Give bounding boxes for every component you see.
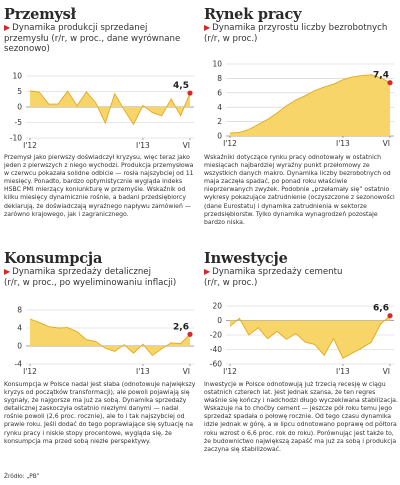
series-area xyxy=(230,74,390,136)
series-line xyxy=(229,74,391,134)
end-value-label: 6,6 xyxy=(373,304,389,314)
end-marker xyxy=(387,313,393,319)
end-marker xyxy=(187,331,193,337)
panel-subtitle: ▶ Dynamika przyrostu liczby bezrobotnych … xyxy=(204,23,400,44)
x-tick-label: I'12 xyxy=(23,367,37,376)
y-tick-label: 0 xyxy=(217,316,222,325)
panel-title: Rynek pracy xyxy=(204,6,302,23)
series-line xyxy=(29,90,191,126)
panel-description: Inwestycje w Polsce odnotowują już trzec… xyxy=(204,381,398,453)
y-tick-label: 8 xyxy=(17,306,22,315)
y-tick-label: 20 xyxy=(212,302,222,311)
end-value-label: 4,5 xyxy=(173,81,189,91)
subtitle-line: Dynamika sprzedaży detalicznej xyxy=(12,267,151,277)
y-tick-label: 0 xyxy=(217,132,222,141)
subtitle-line: (r/r, w proc.) xyxy=(204,277,258,288)
panel-konsumpcja: Konsumpcja ▶ Dynamika sprzedaży detaliczn… xyxy=(4,250,200,288)
panel-description: Wskaźniki dotyczące rynku pracy odnotowa… xyxy=(204,154,395,226)
panel-description: Przemysł jako pierwszy doświadczył kryzy… xyxy=(4,154,194,218)
x-tick-label: VI xyxy=(383,367,390,376)
y-tick-label: 0 xyxy=(17,342,22,351)
panel-subtitle: ▶ Dynamika sprzedaży cementu (r/r, w proc… xyxy=(204,267,400,288)
panel-przemysl: Przemysł ▶ Dynamika produkcji sprzedanej … xyxy=(4,6,200,55)
triangle-icon: ▶ xyxy=(204,23,211,32)
y-tick-label: 10 xyxy=(12,72,22,81)
x-tick-label: VI xyxy=(183,141,190,150)
panel-subtitle: ▶ Dynamika produkcji sprzedanej przemysłu… xyxy=(4,23,200,55)
chart-rynek-pracy: 10 8 6 4 2 0 7,4 I'12 I'13 VI xyxy=(212,60,394,148)
triangle-icon: ▶ xyxy=(4,267,11,276)
series-area xyxy=(230,315,390,359)
x-tick-label: VI xyxy=(183,367,190,376)
series-line xyxy=(229,315,391,359)
y-tick-label: -4 xyxy=(15,360,23,369)
y-tick-label: 4 xyxy=(17,324,22,333)
x-tick-label: I'12 xyxy=(223,367,237,376)
subtitle-line: sezonowo) xyxy=(4,44,50,55)
panel-title: Inwestycje xyxy=(204,250,288,267)
x-tick-label: I'13 xyxy=(136,367,150,376)
panel-subtitle: ▶ Dynamika sprzedaży detalicznej (r/r, w … xyxy=(4,267,200,288)
y-tick-label: 6 xyxy=(217,88,222,97)
end-value-label: 7,4 xyxy=(373,71,389,81)
chart-przemysl: 10 5 0 -5 -10 4,5 I'12 I'13 VI xyxy=(10,72,194,150)
subtitle-line: Dynamika sprzedaży cementu xyxy=(212,267,343,277)
x-tick-label: I'12 xyxy=(223,139,237,148)
end-marker xyxy=(387,80,393,86)
triangle-icon: ▶ xyxy=(4,23,11,32)
subtitle-line: (r/r, w proc., po wyeliminowaniu inflacj… xyxy=(4,277,177,288)
y-tick-label: 2 xyxy=(217,117,222,126)
subtitle-line: Dynamika przyrostu liczby bezrobotnych xyxy=(212,23,388,33)
y-tick-label: -20 xyxy=(210,331,222,340)
subtitle-line: przemysłu (r/r, w proc., dane wyrównane xyxy=(4,33,181,44)
subtitle-line: Dynamika produkcji sprzedanej xyxy=(12,23,148,33)
series-line xyxy=(29,318,191,357)
x-tick-label: I'13 xyxy=(336,139,350,148)
end-marker xyxy=(187,90,193,96)
y-tick-label: 4 xyxy=(217,103,222,112)
y-tick-label: 10 xyxy=(212,60,222,69)
y-tick-label: -10 xyxy=(10,134,22,143)
panel-rynek-pracy: Rynek pracy ▶ Dynamika przyrostu liczby b… xyxy=(204,6,400,44)
source-note: Źródło: „PB” xyxy=(4,474,40,480)
y-tick-label: 0 xyxy=(17,103,22,112)
triangle-icon: ▶ xyxy=(204,267,211,276)
subtitle-line: (r/r, w proc.) xyxy=(204,33,258,44)
y-tick-label: -60 xyxy=(210,360,222,369)
y-tick-label: 5 xyxy=(17,87,22,96)
series-area xyxy=(30,319,190,356)
panel-description: Konsumpcja w Polsce nadal jest słaba (od… xyxy=(4,381,196,445)
x-tick-label: I'13 xyxy=(336,367,350,376)
end-value-label: 2,6 xyxy=(173,322,189,332)
chart-konsumpcja: 8 4 0 -4 2,6 I'12 I'13 VI xyxy=(15,306,194,376)
panel-inwestycje: Inwestycje ▶ Dynamika sprzedaży cementu (… xyxy=(204,250,400,288)
y-tick-label: 8 xyxy=(217,74,222,83)
x-tick-label: I'13 xyxy=(136,141,150,150)
chart-inwestycje: 20 0 -20 -40 -60 6,6 I'12 I'13 VI xyxy=(210,302,394,376)
y-tick-label: -40 xyxy=(210,345,222,354)
y-tick-label: -5 xyxy=(15,118,23,127)
panel-title: Konsumpcja xyxy=(4,250,103,267)
panel-title: Przemysł xyxy=(4,6,76,23)
x-tick-label: I'12 xyxy=(23,141,37,150)
x-tick-label: VI xyxy=(383,139,390,148)
